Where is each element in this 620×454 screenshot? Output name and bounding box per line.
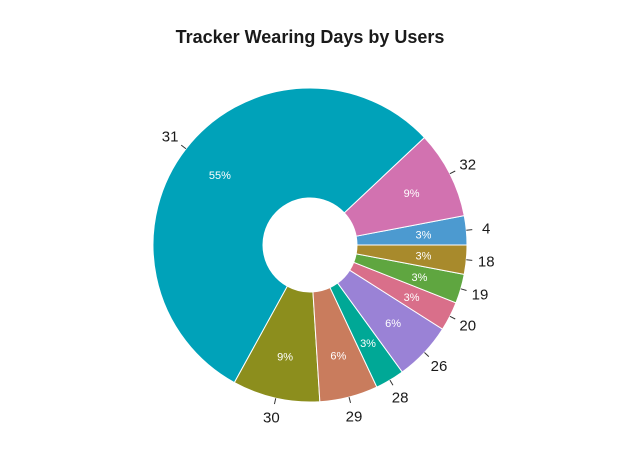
slice-percent-label: 3%: [416, 229, 432, 241]
slice-category-label: 28: [392, 389, 409, 406]
slice-percent-label: 3%: [404, 292, 420, 304]
slice-percent-label: 3%: [416, 251, 432, 263]
label-leader-line: [180, 144, 187, 150]
chart-title: Tracker Wearing Days by Users: [175, 27, 445, 47]
pie-slice-18: [355, 244, 468, 276]
label-leader-line: [424, 352, 430, 357]
label-leader-line: [466, 259, 473, 261]
slice-category-label: 29: [346, 408, 363, 425]
label-leader-line: [348, 396, 352, 404]
slice-percent-label: 6%: [330, 350, 346, 362]
slice-category-label: 4: [482, 220, 490, 237]
slice-category-label: 30: [263, 410, 280, 427]
slice-percent-label: 55%: [209, 170, 231, 182]
label-leader-line: [449, 315, 456, 320]
slice-category-label: 18: [478, 254, 495, 271]
label-leader-line: [389, 379, 394, 386]
slice-percent-label: 9%: [404, 188, 420, 200]
label-leader-line: [273, 398, 277, 405]
slice-percent-label: 9%: [277, 351, 293, 363]
label-leader-line: [460, 288, 467, 291]
slice-category-label: 19: [472, 286, 489, 303]
slice-percent-label: 3%: [412, 272, 428, 284]
pie-slice-31: [152, 87, 426, 384]
slice-percent-label: 3%: [360, 338, 376, 350]
label-leader-line: [449, 170, 456, 175]
slice-category-label: 32: [459, 157, 476, 174]
slice-percent-label: 6%: [385, 318, 401, 330]
slice-category-label: 20: [459, 317, 476, 334]
label-leader-line: [466, 229, 473, 231]
slice-category-label: 31: [162, 129, 179, 146]
slice-category-label: 26: [431, 358, 448, 375]
